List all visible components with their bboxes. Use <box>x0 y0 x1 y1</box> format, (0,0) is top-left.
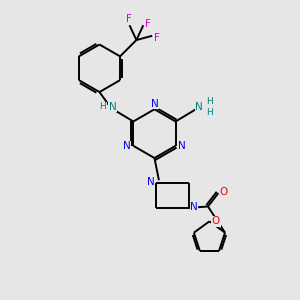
Text: F: F <box>126 14 132 24</box>
Text: N: N <box>151 99 159 109</box>
Text: N: N <box>109 102 116 112</box>
Text: O: O <box>220 187 228 196</box>
Text: O: O <box>212 216 220 226</box>
Text: H: H <box>206 97 212 106</box>
Text: N: N <box>190 202 198 212</box>
Text: F: F <box>146 19 151 29</box>
Text: N: N <box>178 141 186 152</box>
Text: F: F <box>154 33 160 43</box>
Text: N: N <box>123 141 131 152</box>
Text: H: H <box>206 108 212 117</box>
Text: N: N <box>196 102 203 112</box>
Text: N: N <box>147 177 154 187</box>
Text: H: H <box>99 102 106 111</box>
